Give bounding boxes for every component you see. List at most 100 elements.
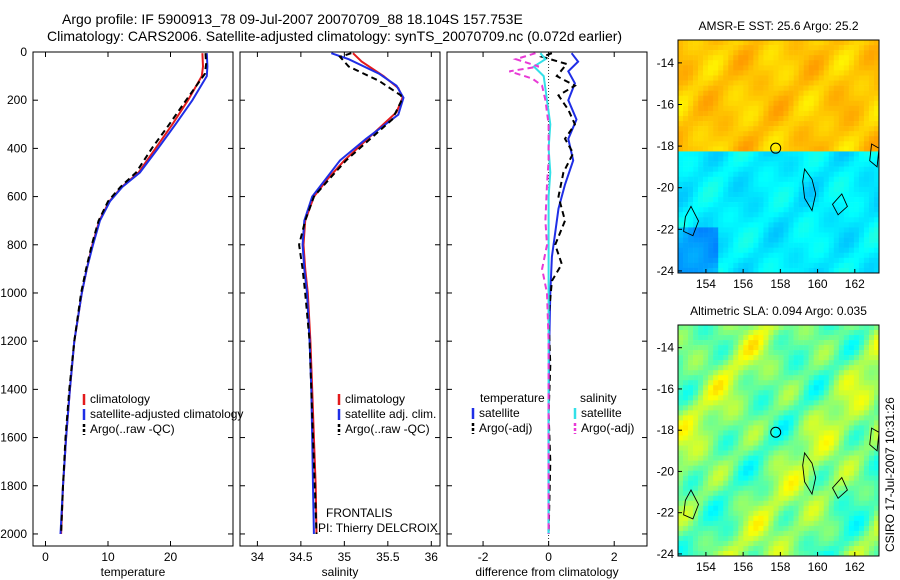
- heatmap-cell: [793, 222, 799, 228]
- heatmap-cell: [858, 197, 865, 203]
- heatmap-cell: [753, 480, 759, 486]
- heatmap-cell: [718, 460, 724, 466]
- heatmap-cell: [868, 232, 875, 238]
- heatmap-cell: [793, 340, 799, 346]
- x-tick-label: 10: [101, 550, 115, 564]
- heatmap-cell: [678, 340, 684, 346]
- heatmap-cell: [848, 480, 855, 486]
- heatmap-cell: [788, 360, 794, 366]
- heatmap-cell: [793, 191, 799, 198]
- heatmap-cell: [813, 267, 819, 274]
- heatmap-cell: [773, 90, 779, 97]
- coastline: [831, 193, 848, 216]
- heatmap-cell: [783, 465, 789, 471]
- heatmap-cell: [753, 45, 759, 51]
- heatmap-cell: [803, 370, 809, 376]
- heatmap-cell: [733, 405, 739, 411]
- heatmap-cell: [743, 520, 749, 527]
- heatmap-cell: [783, 420, 789, 426]
- heatmap-cell: [703, 400, 709, 406]
- heatmap-cell: [718, 350, 724, 356]
- heatmap-cell: [768, 85, 774, 91]
- heatmap-cell: [758, 55, 764, 61]
- heatmap-cell: [798, 355, 804, 361]
- heatmap-cell: [718, 161, 724, 167]
- heatmap-cell: [733, 156, 739, 162]
- heatmap-cell: [758, 400, 764, 406]
- heatmap-cell: [688, 540, 694, 547]
- heatmap-cell: [793, 345, 799, 351]
- heatmap-cell: [838, 207, 845, 213]
- heatmap-cell: [718, 202, 724, 208]
- heatmap-cell: [828, 490, 835, 497]
- heatmap-cell: [818, 171, 825, 178]
- heatmap-cell: [718, 325, 724, 331]
- heatmap-cell: [693, 370, 699, 376]
- heatmap-cell: [753, 227, 759, 233]
- heatmap-cell: [823, 485, 830, 492]
- heatmap-cell: [848, 257, 855, 264]
- heatmap-cell: [678, 400, 684, 406]
- heatmap-cell: [873, 181, 880, 188]
- heatmap-cell: [693, 156, 699, 162]
- heatmap-cell: [803, 131, 809, 137]
- heatmap-cell: [708, 202, 714, 208]
- heatmap-cell: [733, 212, 739, 218]
- heatmap-cell: [778, 40, 784, 46]
- heatmap-cell: [828, 355, 835, 361]
- heatmap-cell: [743, 252, 749, 259]
- heatmap-cell: [873, 335, 880, 341]
- heatmap-cell: [833, 136, 840, 142]
- heatmap-cell: [843, 222, 850, 228]
- heatmap-cell: [698, 490, 704, 497]
- heatmap-cell: [718, 390, 724, 396]
- heatmap-cell: [778, 141, 784, 147]
- heatmap-cell: [738, 227, 744, 233]
- heatmap-cell: [863, 515, 870, 522]
- heatmap-cell: [688, 505, 694, 512]
- heatmap-cell: [753, 60, 759, 66]
- heatmap-cell: [843, 75, 850, 81]
- heatmap-cell: [793, 181, 799, 188]
- heatmap-cell: [683, 75, 689, 81]
- heatmap-cell: [758, 105, 764, 112]
- heatmap-cell: [733, 465, 739, 471]
- y-tick-label: -18: [657, 139, 675, 153]
- heatmap-cell: [698, 440, 704, 446]
- heatmap-cell: [728, 475, 734, 481]
- heatmap-cell: [843, 415, 850, 421]
- heatmap-cell: [753, 370, 759, 376]
- heatmap-cell: [833, 540, 840, 547]
- heatmap-cell: [863, 530, 870, 537]
- heatmap-cell: [858, 450, 865, 456]
- heatmap-cell: [823, 40, 830, 46]
- heatmap-cell: [693, 395, 699, 401]
- heatmap-cell: [693, 380, 699, 386]
- heatmap-cell: [733, 490, 739, 497]
- heatmap-cell: [818, 105, 825, 112]
- heatmap-cell: [823, 60, 830, 66]
- heatmap-cell: [848, 420, 855, 426]
- heatmap-cell: [848, 520, 855, 527]
- heatmap-cell: [863, 340, 870, 346]
- heatmap-cell: [778, 176, 784, 183]
- heatmap-cell: [788, 45, 794, 51]
- heatmap-cell: [693, 237, 699, 243]
- heatmap-cell: [743, 156, 749, 162]
- heatmap-cell: [803, 75, 809, 81]
- heatmap-cell: [793, 257, 799, 264]
- legend-label: Argo(..raw -QC): [345, 422, 430, 436]
- heatmap-cell: [798, 212, 804, 218]
- heatmap-cell: [708, 110, 714, 117]
- heatmap-cell: [838, 425, 845, 431]
- heatmap-cell: [773, 475, 779, 481]
- heatmap-cell: [798, 45, 804, 51]
- heatmap-cell: [768, 131, 774, 137]
- heatmap-cell: [813, 207, 819, 213]
- x-tick-label: 160: [808, 560, 828, 574]
- heatmap-cell: [713, 470, 719, 476]
- heatmap-cell: [683, 50, 689, 56]
- heatmap-cell: [873, 510, 880, 517]
- heatmap-cell: [858, 85, 865, 91]
- heatmap-cell: [768, 115, 774, 122]
